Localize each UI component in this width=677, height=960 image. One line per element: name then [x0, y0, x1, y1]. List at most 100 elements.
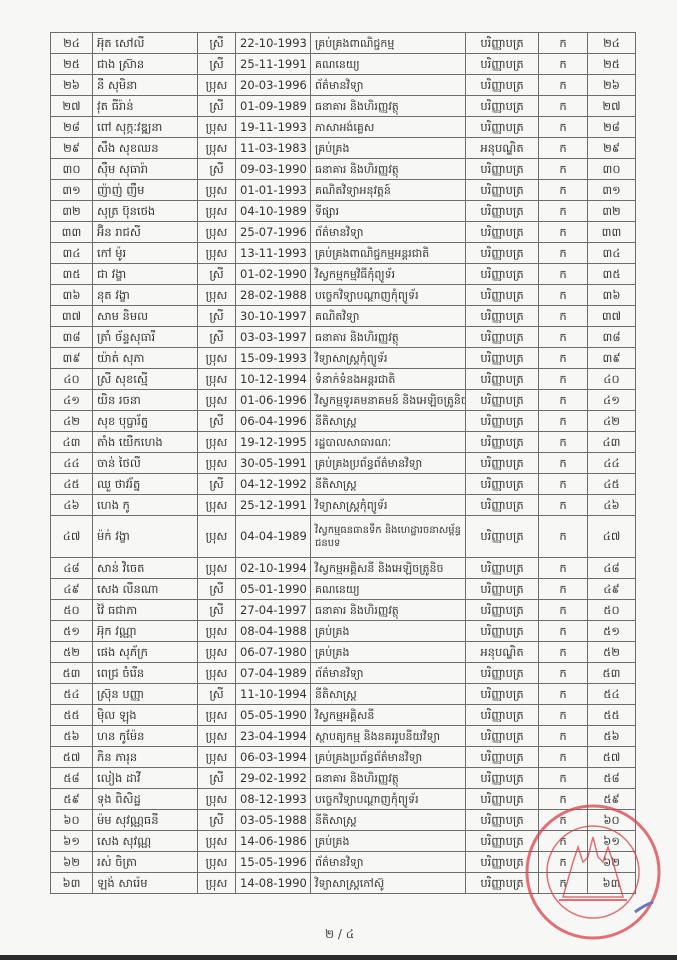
name-cell: កៅ ម៉ូរ	[92, 242, 198, 264]
name-cell: ចាន់ ថៃលី	[92, 452, 198, 474]
table-row: ៣៦ នុត វង្ខា ប្រុស 28-02-1988 បច្ចេកវិទ្យាបណ…	[50, 284, 636, 306]
dob-cell: 01-02-1990	[235, 263, 311, 285]
name-cell: យ៉ាត់ សុភា	[92, 347, 198, 369]
row-number-right: ៤៩	[587, 578, 636, 600]
row-number: ៣០	[50, 158, 93, 180]
table-row: ៣៤ កៅ ម៉ូរ ប្រុស 13-11-1993 គ្រប់គ្រងពាណិជ្ជ…	[50, 242, 636, 264]
row-number: ៤៩	[50, 578, 93, 600]
gender-cell: ប្រុស	[197, 746, 236, 768]
name-cell: ម៉ក់ វង្ខា	[92, 515, 198, 558]
major-cell: ទំនាក់ទំនងអន្តរជាតិ	[310, 368, 466, 390]
results-table: ២៤ អ៊ុត សៅលី ស្រី 22-10-1993 គ្រប់គ្រងពាណិជ្…	[50, 32, 636, 894]
gender-cell: ប្រុស	[197, 179, 236, 201]
major-cell: នីតិសាស្ត្រ	[310, 809, 466, 831]
grade-cell: ក	[538, 368, 588, 390]
grade-cell: ក	[538, 473, 588, 495]
degree-cell: បរិញ្ញាបត្រ	[465, 95, 539, 117]
dob-cell: 05-05-1990	[235, 704, 311, 726]
gender-cell: ស្រី	[197, 263, 236, 285]
degree-cell: បរិញ្ញាបត្រ	[465, 116, 539, 138]
table-row: ២៥ ជាង ស្រ៊ាន ស្រី 25-11-1991 គណនេយ្យ បរិញ្ញា…	[50, 53, 636, 75]
name-cell: ឡង់ សារ៉េម	[92, 872, 198, 894]
dob-cell: 15-09-1993	[235, 347, 311, 369]
dob-cell: 15-05-1996	[235, 851, 311, 873]
name-cell: ជា វង្ខា	[92, 263, 198, 285]
name-cell: ម៉ិល ឡុង	[92, 704, 198, 726]
dob-cell: 11-10-1994	[235, 683, 311, 705]
name-cell: ផេង សុភ័ក្រ	[92, 641, 198, 663]
row-number-right: ៥៥	[587, 704, 636, 726]
row-number: ២៨	[50, 116, 93, 138]
name-cell: សេង សុវណ្ណ	[92, 830, 198, 852]
gender-cell: ប្រុស	[197, 137, 236, 159]
name-cell: វុត ធីរ៉ាន់	[92, 95, 198, 117]
dob-cell: 09-03-1990	[235, 158, 311, 180]
row-number-right: ៣០	[587, 158, 636, 180]
degree-cell: បរិញ្ញាបត្រ	[465, 326, 539, 348]
gender-cell: ស្រី	[197, 473, 236, 495]
name-cell: ជាង ស្រ៊ាន	[92, 53, 198, 75]
row-number: ៦២	[50, 851, 93, 873]
dob-cell: 08-04-1988	[235, 620, 311, 642]
row-number-right: ២៧	[587, 95, 636, 117]
grade-cell: ក	[538, 95, 588, 117]
row-number-right: ៥១	[587, 620, 636, 642]
grade-cell: ក	[538, 389, 588, 411]
grade-cell: ក	[538, 137, 588, 159]
table-row: ៤៨ សាន់ វិចេត ប្រុស 02-10-1994 វិស្វកម្មអគ្គ…	[50, 557, 636, 579]
dob-cell: 19-12-1995	[235, 431, 311, 453]
gender-cell: ស្រី	[197, 683, 236, 705]
gender-cell: ប្រុស	[197, 431, 236, 453]
degree-cell: បរិញ្ញាបត្រ	[465, 53, 539, 75]
gender-cell: ប្រុស	[197, 725, 236, 747]
dob-cell: 14-08-1990	[235, 872, 311, 894]
scan-edge	[0, 955, 677, 960]
row-number-right: ៥៣	[587, 662, 636, 684]
grade-cell: ក	[538, 641, 588, 663]
name-cell: នុត វង្ខា	[92, 284, 198, 306]
gender-cell: ប្រុស	[197, 872, 236, 894]
grade-cell: ក	[538, 452, 588, 474]
dob-cell: 04-12-1992	[235, 473, 311, 495]
grade-cell: ក	[538, 557, 588, 579]
major-cell: ធនាគារ និងហិរញ្ញវត្ថុ	[310, 767, 466, 789]
degree-cell: បរិញ្ញាបត្រ	[465, 347, 539, 369]
row-number-right: ៤០	[587, 368, 636, 390]
name-cell: ទុង ពិសិដ្ឋ	[92, 788, 198, 810]
row-number: ៥០	[50, 599, 93, 621]
row-number: ៤៥	[50, 473, 93, 495]
degree-cell: បរិញ្ញាបត្រ	[465, 494, 539, 516]
row-number: ២៤	[50, 32, 93, 54]
degree-cell: បរិញ្ញាបត្រ	[465, 431, 539, 453]
row-number: ៥៨	[50, 767, 93, 789]
row-number: ៤២	[50, 410, 93, 432]
grade-cell: ក	[538, 200, 588, 222]
degree-cell: បរិញ្ញាបត្រ	[465, 851, 539, 873]
row-number: ២៦	[50, 74, 93, 96]
row-number-right: ៣២	[587, 200, 636, 222]
gender-cell: ស្រី	[197, 32, 236, 54]
row-number: ៣៣	[50, 221, 93, 243]
table-row: ៤៥ ឈួ ថាវរ័ត្ន ស្រី 04-12-1992 នីតិសាស្ត្រ បរ…	[50, 473, 636, 495]
major-cell: ភាសាអង់គ្លេស	[310, 116, 466, 138]
row-number: ៣២	[50, 200, 93, 222]
major-cell: ព័ត៌មានវិទ្យា	[310, 74, 466, 96]
dob-cell: 01-06-1996	[235, 389, 311, 411]
row-number-right: ៤៧	[587, 515, 636, 558]
degree-cell: បរិញ្ញាបត្រ	[465, 599, 539, 621]
table-row: ៤៦ ហេង កូ ប្រុស 25-12-1991 វិទ្យាសាស្ត្រកុំព…	[50, 494, 636, 516]
table-row: ៤៣ តាំង យើកហេង ប្រុស 19-12-1995 រដ្ឋបាលសាធារ…	[50, 431, 636, 453]
row-number: ៣៩	[50, 347, 93, 369]
gender-cell: ប្រុស	[197, 515, 236, 558]
row-number-right: ៣៧	[587, 305, 636, 327]
row-number-right: ៣៥	[587, 263, 636, 285]
table-row: ២៧ វុត ធីរ៉ាន់ ស្រី 01-09-1989 ធនាគារ និងហិរ…	[50, 95, 636, 117]
major-cell: ធនាគារ និងហិរញ្ញវត្ថុ	[310, 158, 466, 180]
grade-cell: ក	[538, 410, 588, 432]
gender-cell: ស្រី	[197, 599, 236, 621]
dob-cell: 03-05-1988	[235, 809, 311, 831]
table-row: ៤០ ស្រី សុខស្មើ ប្រុស 10-12-1994 ទំនាក់ទំនងអ…	[50, 368, 636, 390]
grade-cell: ក	[538, 221, 588, 243]
row-number-right: ២៥	[587, 53, 636, 75]
major-cell: វិទ្យាសាស្ត្រកុំព្យូទ័រ	[310, 494, 466, 516]
